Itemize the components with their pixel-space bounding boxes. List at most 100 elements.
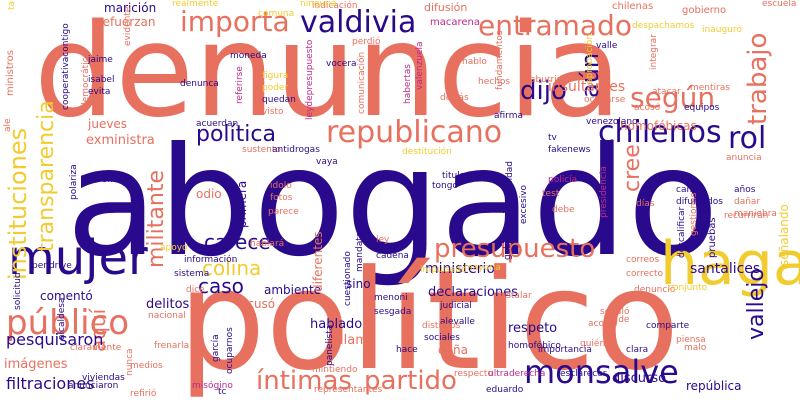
cloud-word: público [6, 303, 130, 343]
cloud-word: vaya [316, 157, 338, 167]
cloud-word: hablará [250, 239, 285, 249]
cloud-word: maniobra [734, 209, 777, 219]
cloud-word: comunicación [357, 51, 367, 114]
cloud-word: hablado [310, 317, 363, 332]
cloud-word: policía [548, 175, 578, 185]
cloud-word: odio [196, 187, 222, 201]
cloud-word: presidencia [599, 166, 609, 218]
cloud-word: descalificar [677, 206, 687, 258]
cloud-word: correos [626, 255, 660, 265]
cloud-word: caso [198, 274, 244, 298]
cloud-word: sino [346, 277, 371, 291]
cloud-word: frenarla [154, 341, 190, 351]
cloud-word: acusó [240, 297, 276, 311]
cloud-word: sesgada [374, 307, 412, 317]
cloud-word: hablo [462, 57, 487, 67]
cloud-word: carece [204, 230, 271, 254]
cloud-word: inauguró [702, 25, 742, 35]
cloud-word: entramado [478, 9, 632, 42]
cloud-word: pesquisaron [6, 330, 104, 349]
cloud-word: respeto [508, 321, 558, 336]
cloud-word: delitos [146, 297, 190, 312]
cloud-word: tongo [432, 181, 458, 191]
cloud-word: integrar [649, 34, 659, 70]
cloud-word: monsalve [524, 353, 679, 391]
cloud-word: hechos [478, 77, 511, 87]
cloud-word: abogado [66, 116, 720, 290]
cloud-word: despachamos [632, 21, 695, 31]
cloud-word: alevalle [440, 317, 475, 327]
cloud-word: comparte [646, 321, 690, 331]
cloud-word: sustento [242, 145, 281, 155]
cloud-word: acuerdan [196, 119, 239, 129]
cloud-word: mentiras [690, 83, 730, 93]
cloud-word: comuna [258, 9, 295, 19]
cloud-word: realmente [172, 0, 219, 9]
cloud-word: declaraciones [428, 285, 519, 300]
cloud-word: correcto [626, 269, 664, 279]
cloud-word: trabajo [743, 32, 773, 125]
cloud-word: sistema [174, 269, 210, 279]
cloud-word: apoyo [160, 243, 188, 253]
cloud-word: señalando [777, 204, 791, 266]
cloud-word: importancia [538, 345, 592, 355]
cloud-word: ocuparse [584, 95, 626, 105]
cloud-word: partido [364, 366, 457, 396]
cloud-word: días [636, 199, 655, 209]
cloud-word: gobierno [682, 5, 727, 16]
cloud-word: militante [144, 170, 169, 268]
cloud-word: distintos [422, 321, 461, 331]
cloud-word: jueves [88, 117, 128, 131]
cloud-word: alcaldesa [57, 297, 67, 340]
cloud-word: imágenes [4, 357, 68, 372]
cloud-word: pendrive [32, 261, 72, 271]
cloud-word: evidente [123, 6, 133, 46]
cloud-word: importa [180, 5, 290, 38]
cloud-word: evita [88, 87, 111, 97]
cloud-word: valle [596, 41, 618, 51]
cloud-word: ministerio [425, 261, 495, 277]
cloud-word: santalices [690, 261, 761, 277]
cloud-word: moneda [230, 51, 267, 61]
cloud-word: perdió [352, 37, 381, 47]
cloud-word: excesivo [519, 184, 529, 224]
cloud-word: sociales [424, 333, 460, 343]
cloud-word: fundamentos [495, 30, 505, 90]
cloud-word: polariza [69, 164, 79, 200]
cloud-word: garcía [211, 334, 221, 362]
cloud-word: ocuparnos [225, 327, 235, 374]
cloud-word: viviendas [82, 373, 125, 383]
cloud-word: nacional [148, 311, 186, 321]
cloud-word: democrático [81, 51, 91, 108]
cloud-word: destitución [402, 147, 452, 157]
cloud-word: tv [548, 133, 557, 143]
cloud-word: chilenas [612, 1, 654, 12]
cloud-word: parece [268, 207, 299, 217]
cloud-word: dañar [734, 197, 761, 207]
cloud-word: difusión [424, 1, 468, 14]
cloud-word: chilenos [598, 115, 722, 150]
cloud-word: ministros [5, 50, 16, 96]
cloud-word: detrás [440, 93, 469, 103]
cloud-word: política [196, 122, 276, 147]
cloud-word: medios [130, 361, 163, 371]
cloud-word: información [184, 255, 238, 265]
cloud-word: pruebas [707, 217, 718, 258]
cloud-word: recurrirán [724, 211, 769, 221]
cloud-word: hagan [660, 229, 800, 299]
cloud-word: antidrogas [272, 145, 320, 155]
cloud-word: comentó [40, 289, 93, 303]
cloud-word: refirió [130, 389, 157, 399]
cloud-word: república [686, 379, 742, 393]
cloud-word: afirma [494, 111, 524, 121]
cloud-word: años [734, 185, 756, 195]
cloud-word: instituciones [4, 127, 32, 280]
cloud-word: representantes [314, 385, 383, 395]
cloud-word: judicial [440, 301, 472, 311]
cloud-word: vallejo [744, 268, 769, 340]
cloud-word: respecto [454, 369, 493, 379]
cloud-word: político [178, 240, 680, 400]
cloud-word: solicitud [13, 272, 23, 310]
cloud-word: dijo [520, 76, 567, 106]
cloud-word: mayoría [464, 263, 501, 273]
